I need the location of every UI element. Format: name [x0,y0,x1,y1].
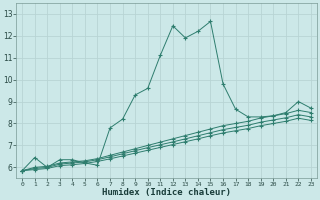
X-axis label: Humidex (Indice chaleur): Humidex (Indice chaleur) [102,188,231,197]
